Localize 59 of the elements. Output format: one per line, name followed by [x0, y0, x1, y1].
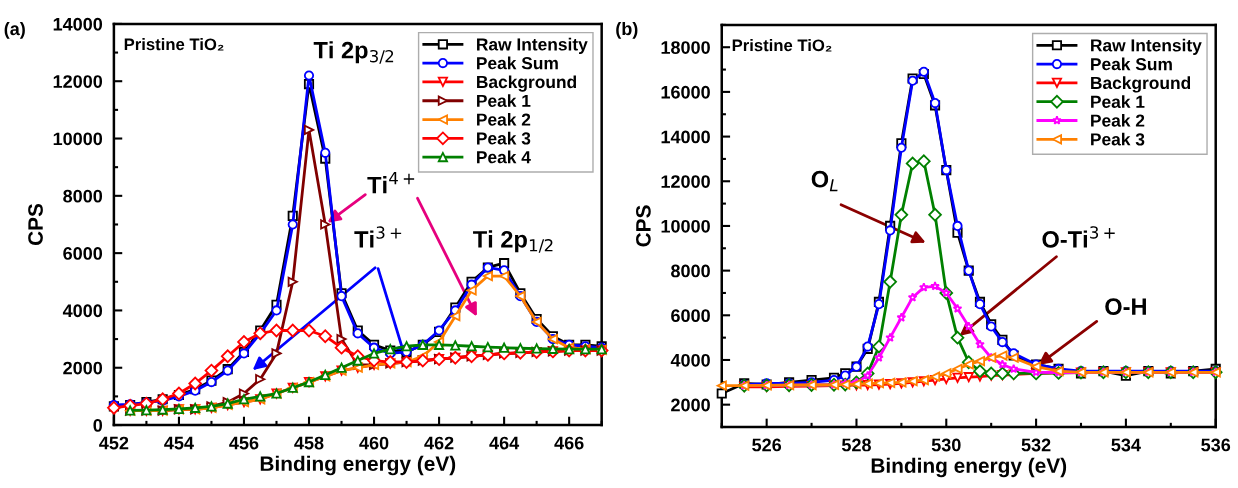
x-tick-label: 456: [229, 436, 259, 450]
y-tick-label: 18000: [661, 41, 710, 54]
y-tick-label: 0: [93, 418, 103, 432]
legend-label: Peak 1: [477, 94, 531, 107]
annotation: O$_{L}$: [811, 170, 838, 192]
annotation: Ti$^{4+}$: [367, 172, 415, 194]
text: (a): [4, 21, 25, 39]
x-tick-label: 462: [424, 436, 454, 450]
x-tick-label: 458: [294, 436, 324, 450]
legend-label: Peak 2: [477, 113, 531, 126]
legend-label: Peak 2: [1091, 114, 1145, 127]
annotation: O-Ti$^{3+}$: [1042, 226, 1115, 248]
legend-label: Peak 4: [477, 150, 531, 164]
annotation: Ti 2p$_{1/2}$: [473, 230, 553, 253]
y-tick-label: 14000: [661, 130, 710, 144]
y-tick-label: 12000: [53, 75, 103, 88]
legend-label: Background: [477, 75, 577, 92]
y-tick-label: 6000: [671, 309, 710, 323]
annotation: Ti$^{3+}$: [354, 226, 402, 248]
legend-label: Background: [1091, 76, 1191, 93]
legend-label: Raw Intensity: [1091, 38, 1202, 55]
y-tick-label: 10000: [53, 132, 103, 146]
x-tick-label: 526: [752, 438, 782, 452]
y-tick-label: 2000: [671, 398, 710, 412]
y-tick-label: 4000: [670, 353, 710, 367]
annotation: Ti 2p$_{3/2}$: [313, 41, 394, 64]
x-tick-label: 460: [359, 436, 389, 450]
y-tick-label: 12000: [661, 175, 710, 188]
x-tick-label: 532: [1021, 438, 1051, 452]
y-tick-label: 8000: [63, 189, 103, 203]
x-tick-label: 530: [931, 438, 961, 452]
y-tick-label: 4000: [62, 304, 103, 318]
y-tick-label: 16000: [661, 85, 710, 99]
legend-label: Peak 3: [477, 131, 531, 145]
annotation: O-H: [1105, 298, 1146, 315]
legend-label: Peak Sum: [477, 56, 558, 70]
x-tick-label: 534: [1111, 438, 1141, 452]
x-tick-label: 466: [554, 436, 584, 450]
legend-label: Peak 1: [1091, 95, 1145, 108]
y-tick-label: 8000: [671, 264, 710, 278]
x-tick-label: 452: [99, 436, 129, 450]
x-tick-label: 454: [164, 436, 194, 450]
y-axis-title: CPS: [28, 203, 43, 246]
x-axis-title: Binding energy (eV): [871, 457, 1067, 478]
x-axis-title: Binding energy (eV): [260, 455, 456, 476]
text: (b): [616, 21, 638, 39]
annotation: Pristine TiO₂: [124, 37, 224, 51]
legend-label: Peak 3: [1091, 132, 1145, 146]
y-axis-title: CPS: [636, 205, 651, 247]
x-tick-label: 528: [841, 438, 871, 452]
y-tick-label: 2000: [63, 361, 103, 375]
annotation: Pristine TiO₂: [732, 38, 832, 52]
legend-label: Raw Intensity: [477, 37, 588, 54]
x-tick-label: 464: [489, 436, 520, 450]
y-tick-label: 10000: [661, 219, 710, 233]
y-tick-label: 14000: [53, 17, 103, 31]
legend-label: Peak Sum: [1091, 57, 1172, 71]
y-tick-label: 6000: [63, 247, 103, 260]
x-tick-label: 536: [1201, 438, 1231, 452]
